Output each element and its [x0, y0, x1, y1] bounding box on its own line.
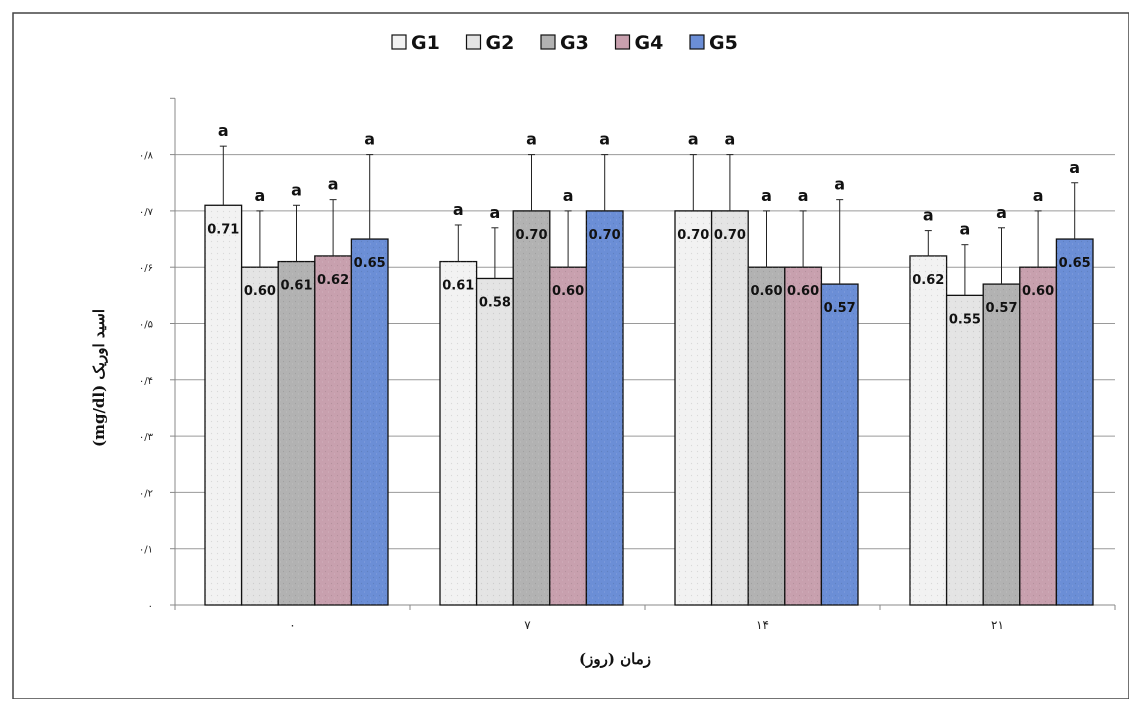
y-tick-label: ۰/۸ — [139, 151, 154, 162]
y-tick-label: ۰/۶ — [139, 263, 153, 274]
value-label: 0.60 — [787, 284, 819, 299]
significance-label: a — [526, 130, 537, 149]
value-label: 0.70 — [677, 228, 709, 243]
bar-texture — [675, 210, 712, 605]
bar-texture — [205, 205, 242, 605]
legend-label-g5: G5 — [709, 32, 738, 54]
bar-texture — [278, 261, 315, 605]
bar-texture — [910, 255, 947, 605]
significance-label: a — [834, 175, 845, 194]
y-axis-title: اسید اوریک (mg/dl) — [90, 309, 108, 447]
bar-texture — [440, 261, 477, 605]
significance-label: a — [1069, 158, 1080, 177]
significance-label: a — [364, 130, 375, 149]
legend-swatch-g2 — [465, 34, 482, 50]
bar-texture — [711, 210, 749, 605]
y-tick-label: ۰/۱ — [139, 545, 153, 556]
significance-label: a — [255, 186, 266, 205]
legend-swatch-g4 — [614, 34, 631, 50]
value-label: 0.61 — [280, 279, 312, 294]
value-label: 0.70 — [714, 228, 746, 243]
legend: G1 G2 G3 G4 G5 — [391, 32, 738, 54]
x-tick-label: ۲۱ — [991, 618, 1004, 632]
x-tick-label: ۱۴ — [756, 618, 769, 632]
labels: 0.71 a 0.60 a 0.61 a 0.62 a 0.65 a 0.61 a 0.58 a 0.70 a… — [207, 121, 1090, 327]
value-label: 0.60 — [244, 284, 276, 299]
value-label: 0.55 — [949, 312, 981, 327]
significance-label: a — [996, 203, 1007, 222]
bar-texture — [549, 267, 587, 605]
value-label: 0.57 — [824, 301, 856, 316]
legend-swatch-g3 — [540, 34, 556, 50]
legend-label-g3: G3 — [560, 32, 589, 54]
legend-label-g4: G4 — [635, 32, 664, 54]
significance-label: a — [1033, 186, 1044, 205]
bar-texture — [748, 267, 785, 605]
value-label: 0.70 — [589, 228, 621, 243]
bar-texture — [1056, 239, 1093, 606]
legend-swatch-g1 — [391, 34, 407, 50]
significance-label: a — [923, 206, 934, 225]
value-label: 0.57 — [985, 301, 1017, 316]
legend-label-g1: G1 — [411, 32, 440, 54]
bar-texture — [1019, 267, 1057, 605]
bar-texture — [784, 267, 822, 605]
bar-texture — [983, 284, 1020, 605]
value-label: 0.60 — [552, 284, 584, 299]
value-label: 0.61 — [442, 279, 474, 294]
y-tick-label: ۰/۳ — [139, 432, 154, 443]
value-label: 0.58 — [479, 295, 511, 310]
significance-label: a — [688, 130, 699, 149]
significance-label: a — [328, 175, 339, 194]
significance-label: a — [798, 186, 809, 205]
value-label: 0.62 — [912, 273, 944, 288]
significance-label: a — [490, 203, 501, 222]
legend-label-g2: G2 — [486, 32, 515, 54]
bar-texture — [821, 284, 858, 605]
significance-label: a — [563, 186, 574, 205]
significance-label: a — [218, 121, 229, 140]
bar-texture — [513, 210, 550, 605]
y-tick-label: ۰/۴ — [139, 376, 153, 387]
x-tick-label: ۰ — [289, 618, 295, 632]
y-tick-label: ۰ — [148, 601, 153, 612]
significance-label: a — [960, 220, 971, 239]
legend-swatch-g5 — [689, 34, 705, 50]
significance-label: a — [291, 180, 302, 199]
significance-label: a — [599, 130, 610, 149]
significance-label: a — [453, 200, 464, 219]
x-tick-label: ۷ — [524, 618, 531, 632]
bar-texture — [314, 255, 352, 605]
significance-label: a — [761, 186, 772, 205]
value-label: 0.60 — [750, 284, 782, 299]
value-label: 0.60 — [1022, 284, 1054, 299]
value-label: 0.65 — [354, 256, 386, 271]
bar-texture — [241, 267, 279, 605]
bar-texture — [946, 295, 984, 605]
x-axis-title: زمان (روز) — [579, 650, 651, 668]
y-tick-label: ۰/۷ — [139, 207, 154, 218]
bar-texture — [476, 278, 514, 605]
value-label: 0.71 — [207, 222, 239, 237]
y-tick-label: ۰/۵ — [139, 320, 153, 331]
value-label: 0.62 — [317, 273, 349, 288]
bar-texture — [586, 210, 623, 605]
value-label: 0.70 — [515, 228, 547, 243]
bars — [204, 145, 1094, 606]
significance-label: a — [725, 130, 736, 149]
bar-texture — [351, 239, 388, 606]
value-label: 0.65 — [1059, 256, 1091, 271]
y-tick-label: ۰/۲ — [139, 488, 153, 499]
